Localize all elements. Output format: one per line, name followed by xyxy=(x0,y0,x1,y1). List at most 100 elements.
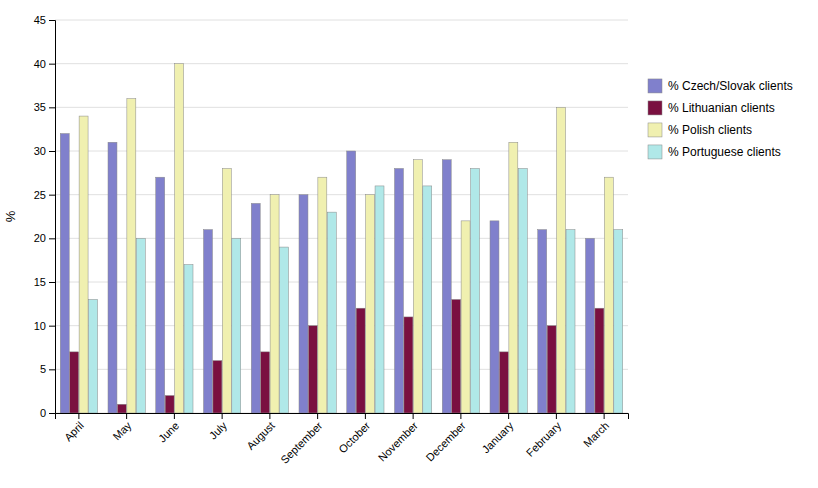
bar xyxy=(270,195,279,413)
tick-mark xyxy=(49,64,55,65)
axis-line xyxy=(49,21,56,414)
tick-label: 45 xyxy=(34,14,46,26)
tick-mark xyxy=(78,413,79,419)
tick-mark xyxy=(49,413,55,414)
bar xyxy=(203,230,212,413)
tick-mark xyxy=(49,195,55,196)
bar xyxy=(471,168,480,413)
legend-label: % Polish clients xyxy=(668,123,752,137)
legend: % Czech/Slovak clients% Lithuanian clien… xyxy=(648,79,793,159)
bar xyxy=(423,186,432,413)
tick-mark xyxy=(460,413,461,419)
tick-mark xyxy=(508,413,509,419)
tick: 25 xyxy=(34,189,55,201)
bar xyxy=(327,212,336,413)
bar xyxy=(89,299,98,413)
tick: February xyxy=(524,413,564,459)
tick: August xyxy=(244,413,277,452)
bar xyxy=(413,160,422,413)
tick-mark xyxy=(49,238,55,239)
grid-line xyxy=(55,63,628,64)
legend-label: % Portuguese clients xyxy=(668,145,781,159)
bar xyxy=(299,195,308,413)
bar xyxy=(394,168,403,413)
tick-mark xyxy=(413,413,414,419)
bar xyxy=(308,326,317,413)
grid-line xyxy=(55,107,628,108)
tick-mark xyxy=(49,369,55,370)
tick-mark xyxy=(222,413,223,419)
bar xyxy=(108,142,117,413)
bar xyxy=(117,404,126,413)
tick-mark xyxy=(49,282,55,283)
tick-label: 40 xyxy=(34,58,46,70)
bar xyxy=(127,99,136,413)
chart: 0 5 10 15 20 25 30 35 40 45 April May June July August… xyxy=(0,0,818,488)
bar xyxy=(509,142,518,413)
legend-swatch xyxy=(648,101,662,115)
tick-label: July xyxy=(207,419,230,442)
tick-mark xyxy=(269,413,270,419)
bar xyxy=(442,160,451,413)
tick-label: January xyxy=(479,419,516,456)
bar xyxy=(251,203,260,413)
tick-mark xyxy=(317,413,318,419)
tick-label: November xyxy=(376,419,421,464)
tick-label: February xyxy=(524,419,564,459)
tick-label: October xyxy=(336,419,372,455)
tick-label: 25 xyxy=(34,189,46,201)
bar xyxy=(366,195,375,413)
tick-label: 35 xyxy=(34,101,46,113)
tick-label: 30 xyxy=(34,145,46,157)
bar xyxy=(184,265,193,413)
bar xyxy=(165,396,174,413)
series xyxy=(60,134,594,413)
legend-swatch xyxy=(648,79,662,93)
series xyxy=(79,64,613,413)
tick-label: 20 xyxy=(34,232,46,244)
tick-label: April xyxy=(62,419,86,443)
bar xyxy=(60,134,69,413)
bar xyxy=(156,177,165,413)
tick: June xyxy=(156,413,181,445)
legend-swatch xyxy=(648,145,662,159)
bars xyxy=(60,64,623,413)
tick-mark xyxy=(49,326,55,327)
tick-mark xyxy=(174,413,175,419)
legend-swatch xyxy=(648,123,662,137)
tick-label: August xyxy=(244,419,277,452)
tick: 10 xyxy=(34,320,55,332)
tick: 5 xyxy=(40,363,55,375)
bar xyxy=(461,221,470,413)
bar xyxy=(136,238,145,413)
bar xyxy=(499,352,508,413)
tick: 40 xyxy=(34,58,55,70)
legend-item: % Polish clients xyxy=(648,123,752,137)
bar xyxy=(213,361,222,413)
bar xyxy=(490,221,499,413)
bar xyxy=(79,116,88,413)
grid xyxy=(55,20,628,413)
x-axis: AprilMayJuneJulyAugustSeptemberOctoberNo… xyxy=(56,413,629,466)
bar xyxy=(375,186,384,413)
tick: December xyxy=(424,413,469,464)
tick-label: March xyxy=(581,419,611,449)
tick-label: May xyxy=(110,419,134,443)
tick: 15 xyxy=(34,276,55,288)
tick: 0 xyxy=(40,407,55,419)
tick-label: December xyxy=(424,419,469,464)
tick: April xyxy=(62,413,86,443)
tick-mark xyxy=(49,20,55,21)
bar xyxy=(356,308,365,413)
bar xyxy=(222,168,231,413)
bar xyxy=(404,317,413,413)
bar xyxy=(538,230,547,413)
tick: May xyxy=(110,413,134,442)
bar xyxy=(604,177,613,413)
tick: 35 xyxy=(34,101,55,113)
bar xyxy=(518,168,527,413)
bar xyxy=(347,151,356,413)
bar xyxy=(566,230,575,413)
bar xyxy=(261,352,270,413)
legend-label: % Lithuanian clients xyxy=(668,101,775,115)
